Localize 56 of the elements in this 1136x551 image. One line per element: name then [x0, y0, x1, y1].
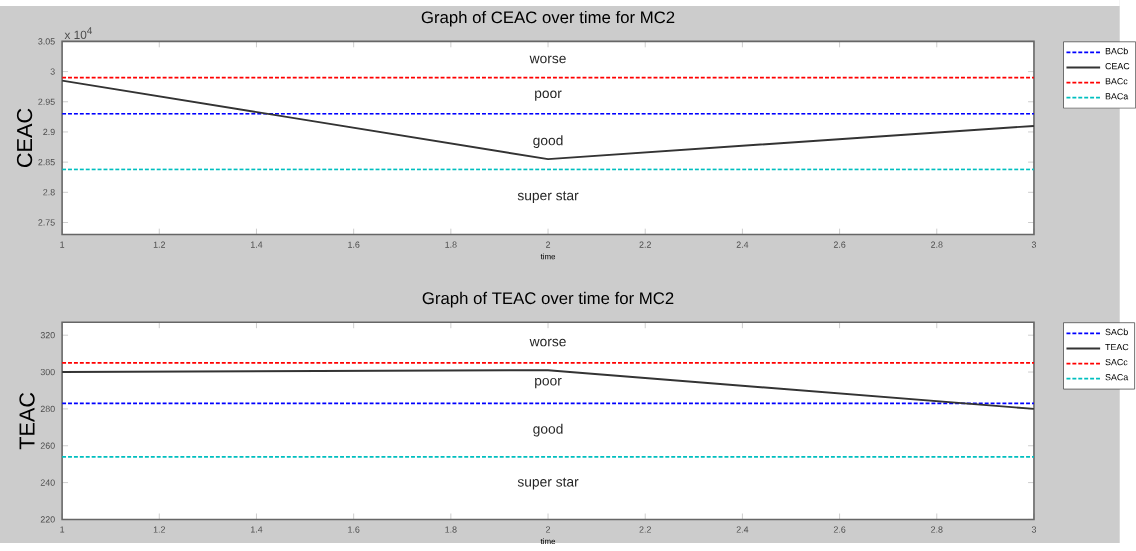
annotation: super star [517, 191, 579, 204]
x-tick-label: 1.6 [348, 241, 360, 248]
y-tick-label: 280 [40, 405, 55, 413]
x-tick-label: 2.4 [736, 241, 749, 248]
y-tick-label: 260 [40, 442, 55, 450]
y-tick-label: 220 [40, 516, 55, 523]
x-tick-label: 1.4 [250, 526, 263, 533]
x-tick-label: 2.4 [736, 526, 749, 533]
x-tick-label: 1 [60, 526, 65, 533]
x-tick-label: 2 [546, 526, 551, 533]
x-tick-label: 2.2 [639, 526, 651, 533]
legend-label: SACa [1105, 374, 1129, 381]
x-tick-label: 2.2 [639, 241, 651, 248]
y-tick-label: 2.9 [43, 128, 55, 136]
annotation: worse [529, 55, 566, 64]
annotation: poor [535, 90, 562, 102]
annotation: poor [535, 378, 562, 389]
y-tick-label: 2.75 [38, 219, 55, 226]
y-tick-label: 3.05 [38, 38, 55, 45]
annotation: super star [517, 477, 579, 490]
y-tick-label: 2.8 [43, 189, 55, 196]
legend-label: CEAC [1105, 63, 1130, 70]
x-tick-label: 1.4 [250, 241, 263, 248]
legend-label: SACc [1105, 359, 1128, 366]
legend-label: BACb [1105, 47, 1128, 55]
legend-label: BACa [1105, 93, 1129, 100]
legend-label: TEAC [1105, 344, 1129, 351]
x-tick-label: 2.6 [833, 241, 846, 248]
y-tick-label: 2.85 [38, 159, 55, 166]
x-tick-label: 3 [1031, 526, 1037, 533]
chart-title: Graph of CEAC over time for MC2 [421, 11, 675, 27]
legend-label: BACc [1105, 78, 1128, 85]
y-tick-label: 2.95 [38, 98, 55, 106]
x-tick-label: 2 [546, 241, 551, 248]
chart-title: Graph of TEAC over time for MC2 [422, 291, 674, 308]
legend-label: SACb [1105, 328, 1128, 336]
x-tick-label: 1.2 [153, 526, 166, 533]
x-tick-label: 3 [1031, 241, 1037, 248]
x-tick-label: 1.6 [348, 526, 360, 533]
x-tick-label: 1.8 [445, 526, 457, 533]
annotation: worse [529, 338, 566, 347]
text: x 10$^{4}$ [64, 27, 93, 40]
x-tick-label: 2.6 [833, 526, 846, 533]
y-tick-label: 240 [40, 479, 55, 486]
y-axis-title: TEAC [19, 392, 35, 450]
x-tick-label: 1.2 [153, 241, 165, 248]
y-tick-label: 320 [40, 332, 55, 339]
x-tick-label: 1.8 [445, 241, 457, 248]
annotation: good [533, 423, 563, 437]
x-tick-label: 2.8 [931, 526, 943, 533]
x-tick-label: 2.8 [931, 241, 943, 248]
y-tick-label: 300 [40, 369, 55, 376]
annotation: good [533, 135, 563, 149]
y-tick-label: 3 [50, 68, 55, 75]
x-tick-label: 1 [60, 241, 65, 248]
y-axis-title: CEAC [16, 108, 33, 168]
